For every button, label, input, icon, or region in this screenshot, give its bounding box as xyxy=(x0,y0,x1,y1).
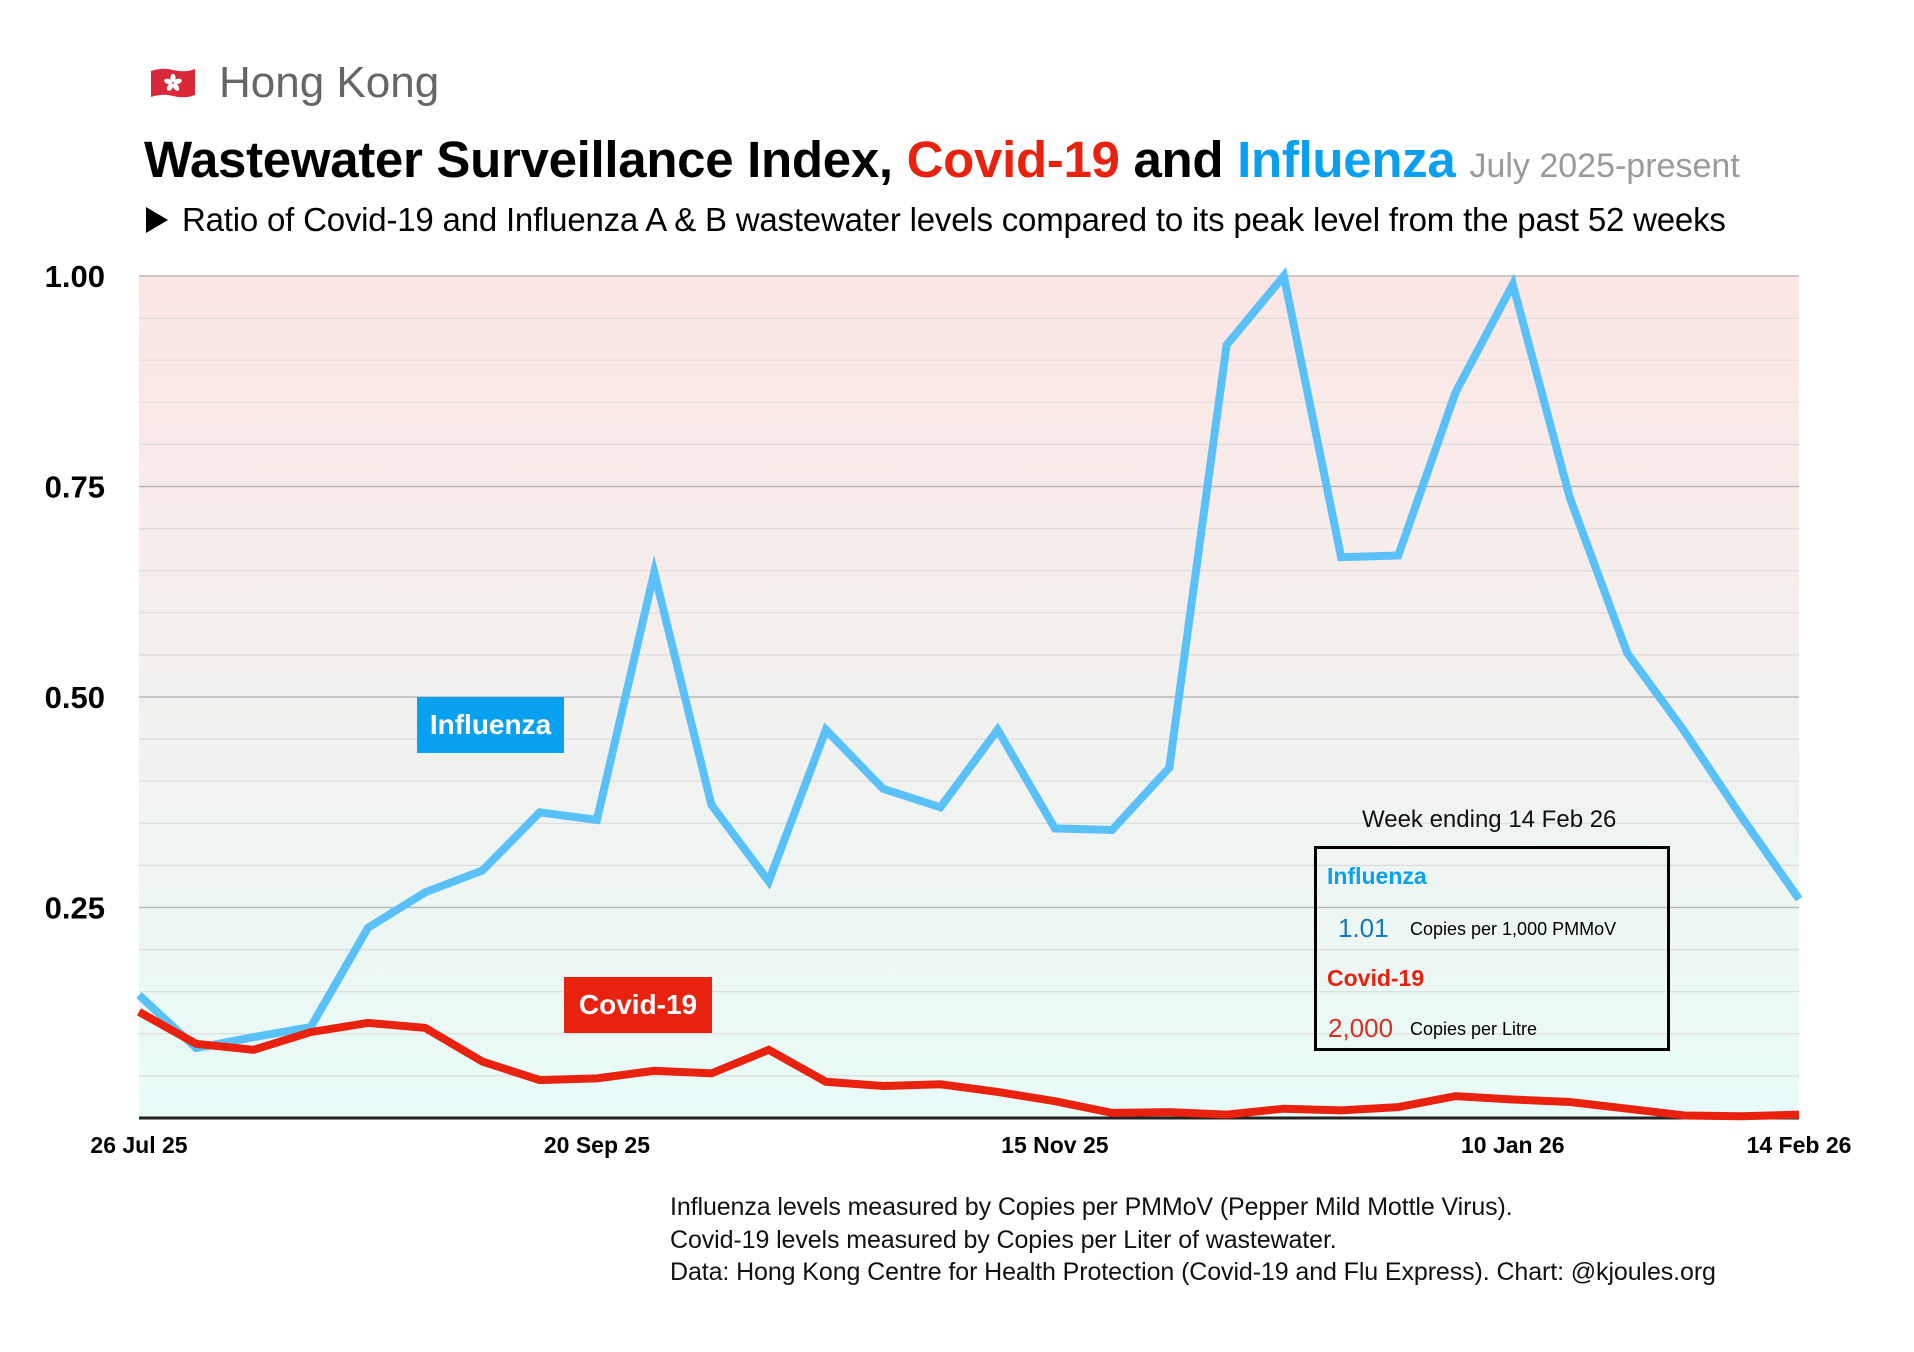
summary-covid-unit: Copies per Litre xyxy=(1410,1019,1538,1039)
summary-influenza-unit: Copies per 1,000 PMMoV xyxy=(1410,919,1617,939)
summary-box: Influenza 1.01 Copies per 1,000 PMMoV Co… xyxy=(1314,846,1670,1051)
y-tick-label: 1.00 xyxy=(45,259,105,294)
hong-kong-flag-icon xyxy=(149,67,197,99)
region-name: Hong Kong xyxy=(219,58,440,107)
footnote-influenza-measure: Influenza levels measured by Copies per … xyxy=(670,1193,1513,1221)
x-tick-label: 15 Nov 25 xyxy=(1001,1132,1109,1158)
covid-19-line xyxy=(137,1008,1800,1121)
x-tick-label: 14 Feb 26 xyxy=(1747,1132,1852,1158)
influenza-line xyxy=(136,267,1803,1053)
summary-covid-name: Covid-19 xyxy=(1327,965,1425,991)
y-tick-label: 0.50 xyxy=(45,680,105,715)
subtitle-text: Ratio of Covid-19 and Influenza A & B wa… xyxy=(182,201,1726,238)
gridlines xyxy=(139,275,1799,1077)
chart-title: Wastewater Surveillance Index, Covid-19 … xyxy=(144,134,1740,185)
covid-series-label: Covid-19 xyxy=(564,977,712,1033)
y-tick-label: 0.75 xyxy=(45,470,105,505)
series xyxy=(136,267,1803,1121)
triangle-right-icon xyxy=(146,207,168,233)
title-covid: Covid-19 xyxy=(906,131,1120,188)
title-main: Wastewater Surveillance Index, xyxy=(144,131,907,188)
x-axis: 26 Jul 25 20 Sep 25 15 Nov 25 10 Jan 26 14 F… xyxy=(90,1132,1851,1158)
footnote-source: Data: Hong Kong Centre for Health Protec… xyxy=(670,1258,1716,1286)
summary-influenza-value: 1.01 xyxy=(1338,913,1389,943)
influenza-series-label: Influenza xyxy=(417,697,564,753)
x-tick-label: 26 Jul 25 xyxy=(90,1132,187,1158)
region-header: Hong Kong xyxy=(149,60,439,106)
title-influenza: Influenza xyxy=(1237,131,1456,188)
y-tick-label: 0.25 xyxy=(45,891,105,926)
title-period: July 2025-present xyxy=(1469,147,1740,185)
x-tick-label: 10 Jan 26 xyxy=(1461,1132,1565,1158)
title-and: and xyxy=(1119,131,1238,188)
summary-influenza-name: Influenza xyxy=(1327,863,1427,889)
summary-covid-value: 2,000 xyxy=(1328,1013,1394,1043)
chart-subtitle: Ratio of Covid-19 and Influenza A & B wa… xyxy=(146,203,1726,236)
summary-title: Week ending 14 Feb 26 xyxy=(1362,806,1617,833)
x-tick-label: 20 Sep 25 xyxy=(544,1132,650,1158)
y-axis: 0.25 0.50 0.75 1.00 xyxy=(45,259,105,926)
footnote-covid-measure: Covid-19 levels measured by Copies per L… xyxy=(670,1226,1337,1254)
